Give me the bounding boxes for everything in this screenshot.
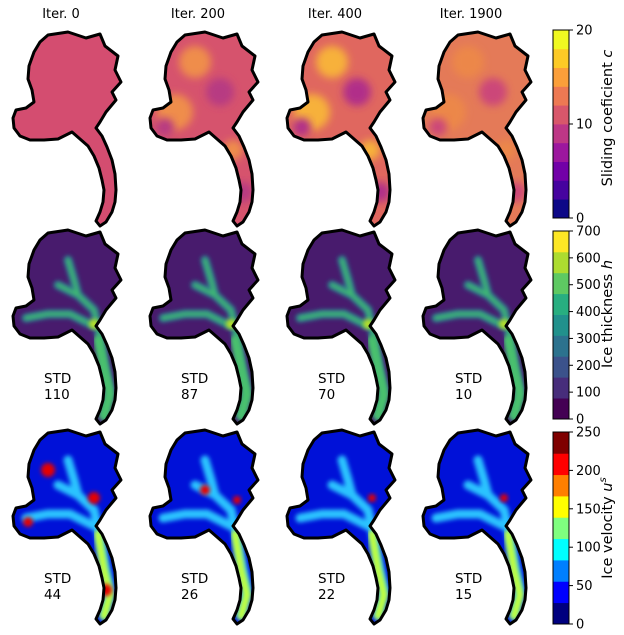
colorbar-sliding-band	[553, 142, 569, 162]
colorbar-velocity-tick: 150	[576, 502, 601, 517]
map-sliding-1	[148, 30, 260, 228]
colorbar-sliding-band	[553, 180, 569, 200]
map-velocity-0	[11, 428, 123, 626]
map-velocity-2	[285, 428, 397, 626]
std-value-r2c3: 15	[455, 587, 472, 603]
colorbar-sliding-band	[553, 105, 569, 125]
colorbar-thickness-band	[553, 335, 569, 357]
colorbar-thickness-tick: 100	[576, 386, 601, 401]
colorbar-thickness-band	[553, 356, 569, 378]
map-sliding-2	[285, 30, 397, 228]
map-thickness-2	[285, 228, 397, 426]
std-label-r2c0: STD	[44, 571, 71, 587]
column-title-3: Iter. 1900	[440, 7, 502, 22]
std-label-r2c2: STD	[318, 571, 345, 587]
colorbar-velocity-tick: 50	[576, 579, 593, 594]
colorbar-velocity-band	[553, 560, 569, 582]
std-label-r2c3: STD	[455, 571, 482, 587]
std-value-r2c0: 44	[44, 587, 61, 603]
colorbar-velocity-band	[553, 581, 569, 604]
colorbar-sliding: 0 10 20	[552, 24, 593, 227]
colorbar-sliding-tick: 0	[576, 212, 584, 227]
std-label-r2c1: STD	[181, 571, 208, 587]
map-velocity-3	[421, 428, 533, 626]
colorbar-velocity: 0 50 100 150 200 250	[552, 426, 601, 633]
column-title-0: Iter. 0	[42, 7, 80, 22]
colorbar-thickness-band	[553, 272, 569, 295]
std-label-r1c2: STD	[318, 371, 345, 387]
colorbar-sliding-band	[553, 124, 569, 144]
colorbar-velocity-tick: 0	[576, 618, 584, 633]
colorbar-thickness-tick: 500	[576, 278, 601, 293]
colorbar-sliding-tick: 10	[576, 118, 593, 133]
colorbar-thickness-band	[553, 377, 569, 399]
colorbar-sliding-tick: 20	[576, 24, 593, 39]
colorbar-thickness-tick: 200	[576, 359, 601, 374]
std-label-r1c1: STD	[181, 371, 208, 387]
colorbar-sliding-band	[553, 30, 569, 50]
colorbar-velocity-band	[553, 496, 569, 518]
colorbar-velocity-tick: 200	[576, 464, 601, 479]
colorbar-label-velocity: Ice velocity us	[598, 477, 616, 578]
colorbar-thickness-band	[553, 314, 569, 336]
map-sliding-3	[421, 30, 533, 228]
std-value-r2c2: 22	[318, 587, 335, 603]
colorbar-thickness-tick: 600	[576, 251, 601, 266]
colorbar-sliding-band	[553, 67, 569, 87]
colorbar-velocity-band	[553, 517, 569, 540]
std-value-r1c1: 87	[181, 387, 198, 403]
map-thickness-1	[148, 228, 260, 426]
colorbar-sliding-band	[553, 199, 569, 219]
colorbar-velocity-tick: 250	[576, 426, 601, 441]
std-label-r1c3: STD	[455, 371, 482, 387]
colorbar-thickness-band	[553, 251, 569, 274]
colorbar-velocity-band	[553, 538, 569, 561]
colorbar-thickness-band	[553, 231, 569, 253]
map-velocity-1	[148, 428, 260, 626]
colorbar-velocity-band	[553, 602, 569, 625]
map-thickness-3	[421, 228, 533, 426]
colorbar-thickness-band	[553, 398, 569, 420]
colorbar-label-thickness: Ice thickness h	[600, 260, 616, 368]
colorbar-velocity-tick: 100	[576, 541, 601, 556]
std-label-r1c0: STD	[44, 371, 71, 387]
map-sliding-0	[11, 30, 123, 228]
colorbar-thickness: 0 100 200 300 400 500 600 700	[552, 225, 601, 428]
std-value-r2c1: 26	[181, 587, 198, 603]
colorbar-sliding-band	[553, 161, 569, 181]
colorbar-velocity-band	[553, 432, 569, 454]
column-title-2: Iter. 400	[308, 7, 362, 22]
column-title-1: Iter. 200	[171, 7, 225, 22]
colorbar-label-sliding: Sliding coeficient c	[600, 50, 616, 187]
std-value-r1c3: 10	[455, 387, 472, 403]
colorbar-thickness-tick: 300	[576, 332, 601, 347]
colorbar-thickness-tick: 400	[576, 305, 601, 320]
colorbar-thickness-tick: 0	[576, 413, 584, 428]
colorbar-thickness-band	[553, 293, 569, 315]
colorbar-sliding-band	[553, 48, 569, 68]
colorbar-velocity-band	[553, 474, 569, 497]
colorbar-sliding-band	[553, 86, 569, 106]
std-value-r1c2: 70	[318, 387, 335, 403]
colorbar-thickness-tick: 700	[576, 225, 601, 240]
std-value-r1c0: 110	[44, 387, 70, 403]
colorbar-velocity-band	[553, 453, 569, 476]
